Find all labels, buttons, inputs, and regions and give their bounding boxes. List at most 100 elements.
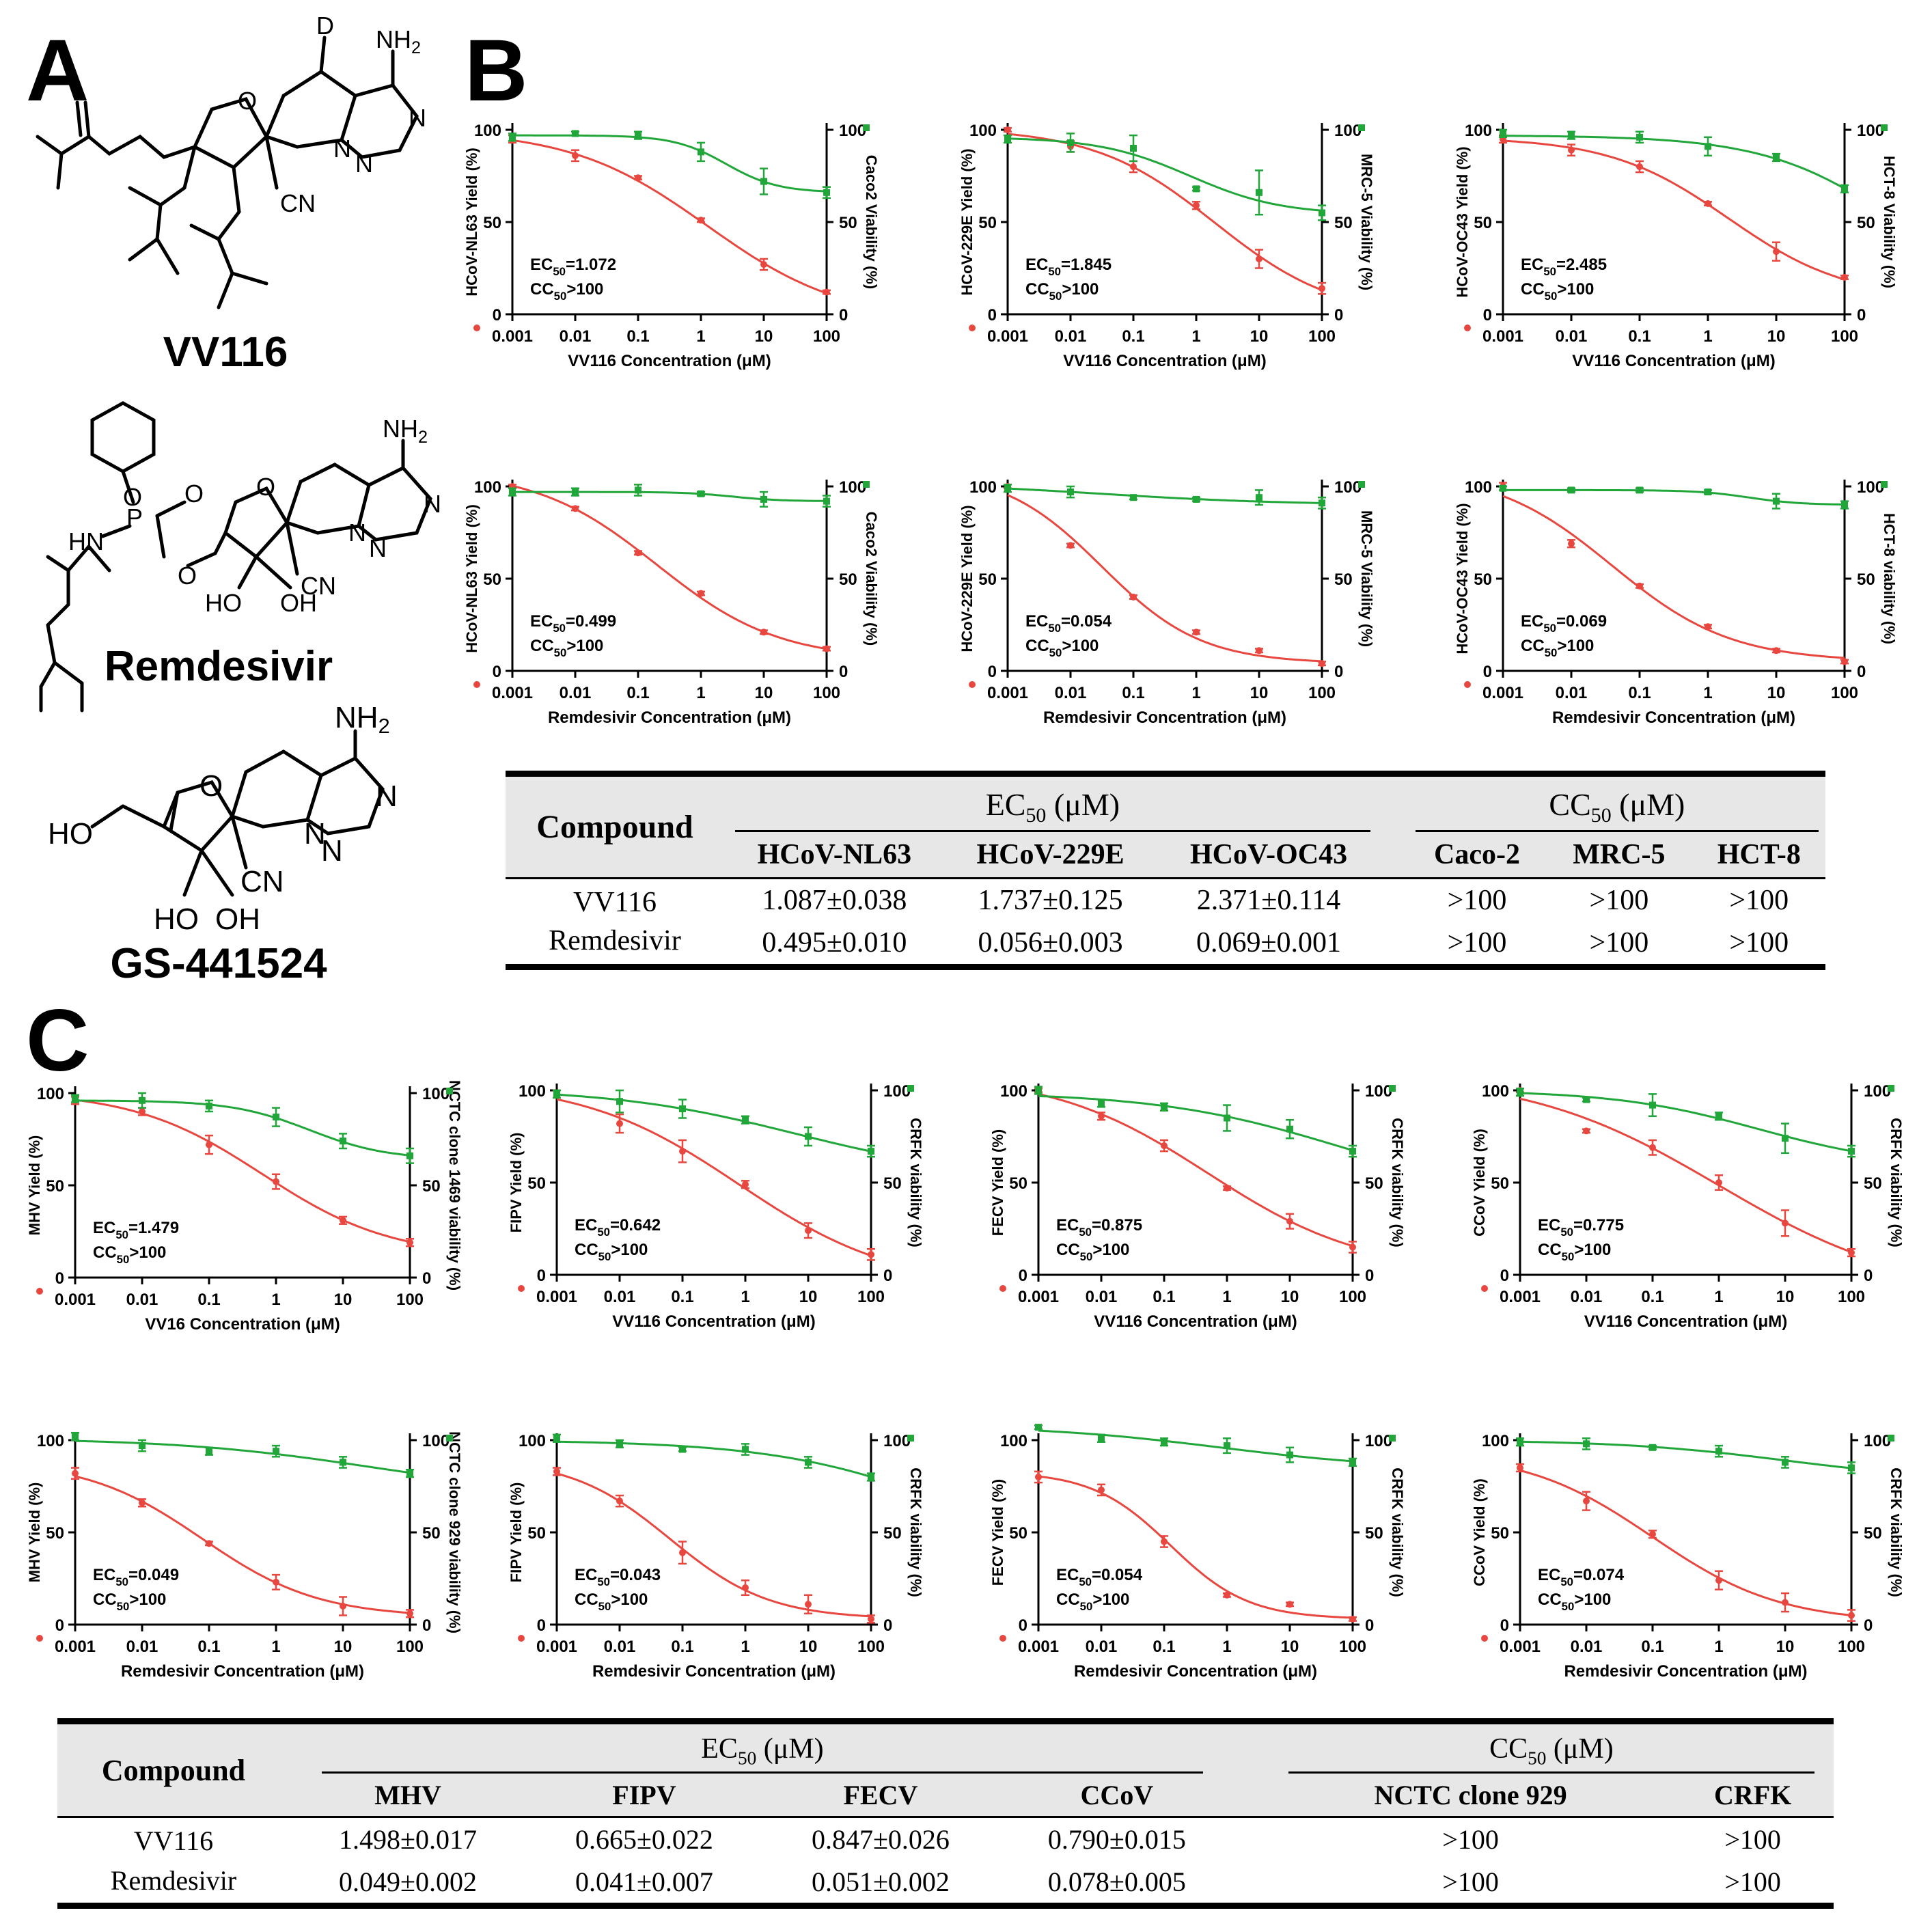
y-axis-title: HCoV-NL63 Yield (%) (463, 504, 480, 653)
yield-point (1256, 647, 1262, 654)
viability-point (1067, 488, 1074, 496)
y-tick-label: 0 (988, 663, 997, 681)
yield-point (1035, 1474, 1042, 1480)
ec50-annotation: EC50=0.775 (1538, 1216, 1624, 1239)
viability-point (1782, 1135, 1789, 1142)
y-tick-label: 100 (969, 122, 997, 140)
table-row: Remdesivir 0.049±0.002 0.041±0.007 0.051±0… (57, 1860, 1834, 1906)
x-axis-title: Remdesivir Concentration (μM) (548, 708, 791, 727)
viability-point (760, 178, 767, 185)
x-tick-label: 0.001 (987, 684, 1028, 702)
x-tick-label: 0.01 (126, 1638, 158, 1656)
legend-yield-marker (1481, 1635, 1488, 1642)
x-tick-label: 0.1 (1153, 1288, 1175, 1306)
y-tick-label: 100 (1000, 1082, 1027, 1101)
yield-point (635, 174, 641, 182)
y2-tick-label: 0 (883, 1616, 892, 1635)
remdesivir-structure: P O O O HN O NH2 CN HO OH N N N (39, 401, 441, 713)
y-tick-label: 100 (969, 478, 997, 497)
viability-point (1517, 1088, 1523, 1096)
y2-tick-label: 50 (1857, 570, 1875, 589)
y-tick-label: 100 (1482, 1082, 1509, 1101)
y2-tick-label: 50 (1334, 570, 1353, 589)
yield-point (553, 1467, 560, 1475)
y-tick-label: 100 (474, 478, 501, 497)
viability-point (1568, 132, 1575, 139)
panel-label-b: B (465, 22, 528, 120)
table-b-col-nl63: HCoV-NL63 (757, 839, 912, 871)
x-tick-label: 1 (696, 684, 705, 702)
y2-tick-label: 100 (422, 1085, 450, 1103)
viability-point (1224, 1442, 1230, 1450)
viability-fit-curve (1503, 488, 1845, 506)
yield-point (572, 152, 579, 159)
table-c-col-ccov: CCoV (1080, 1779, 1154, 1810)
viability-point (340, 1459, 346, 1466)
y-axis-title: CCoV Yield (%) (1471, 1129, 1488, 1237)
legend-yield-marker (1481, 1285, 1488, 1292)
yield-point (1130, 163, 1137, 170)
table-b-ec-group: EC50 (μM) (724, 774, 1381, 833)
cc50-annotation: CC50>100 (575, 1590, 648, 1613)
table-b-col-229e: HCoV-229E (976, 839, 1124, 871)
viability-point (206, 1448, 212, 1455)
legend-viability-marker (863, 124, 870, 131)
yield-point (1161, 1142, 1168, 1149)
yield-point (1286, 1217, 1293, 1225)
y2-tick-label: 100 (883, 1082, 911, 1101)
x-tick-label: 1 (1191, 684, 1200, 702)
ec50-annotation: EC50=0.642 (575, 1216, 661, 1239)
legend-viability-marker (907, 1085, 914, 1092)
viability-point (698, 490, 704, 497)
viability-point (72, 1095, 79, 1103)
y-axis-title: FIPV Yield (%) (508, 1133, 525, 1233)
viability-point (572, 130, 579, 137)
x-tick-label: 10 (1767, 684, 1786, 702)
viability-point (206, 1102, 212, 1109)
ec50-annotation: EC50=0.043 (575, 1566, 661, 1588)
viability-point (1782, 1459, 1789, 1466)
viability-fit-curve (556, 1093, 872, 1153)
y2-axis-title: Caco2 Viability (%) (863, 155, 880, 289)
remdesivir-name: Remdesivir (104, 643, 333, 690)
x-tick-label: 1 (1222, 1288, 1231, 1306)
y2-tick-label: 0 (1334, 306, 1343, 325)
x-tick-label: 0.01 (1571, 1638, 1603, 1656)
legend-viability-marker (1881, 481, 1888, 488)
viability-point (1286, 1125, 1293, 1133)
x-tick-label: 100 (1838, 1288, 1865, 1306)
yield-point (1193, 202, 1200, 209)
y-tick-label: 50 (527, 1174, 546, 1193)
y2-tick-label: 100 (422, 1432, 450, 1450)
y2-tick-label: 50 (1365, 1174, 1383, 1193)
y2-tick-label: 0 (1864, 1616, 1873, 1635)
y-tick-label: 100 (37, 1085, 64, 1103)
atom-n: N (376, 780, 398, 813)
legend-yield-marker (1464, 325, 1471, 331)
y2-axis-title: Caco2 Viability (%) (863, 512, 880, 646)
y-tick-label: 0 (1500, 1267, 1509, 1285)
viability-point (72, 1433, 79, 1440)
viability-point (616, 1098, 623, 1105)
viability-point (742, 1446, 749, 1453)
y-tick-label: 50 (978, 214, 997, 232)
yield-point (273, 1578, 279, 1586)
cc50-annotation: CC50>100 (93, 1590, 166, 1613)
table-row: VV116 1.498±0.017 0.665±0.022 0.847±0.026 0… (133, 1823, 1781, 1856)
yield-point (635, 549, 641, 557)
x-tick-label: 0.1 (1628, 684, 1651, 702)
x-axis-title: Remdesivir Concentration (μM) (1043, 708, 1286, 727)
chart-c-rdv-ccov: 0.001 0.01 0.1 1 10 100 0 50 100 0 50 100 Remdesivir… (1471, 1432, 1905, 1681)
x-tick-label: 0.001 (1482, 327, 1523, 346)
chart-c-vv116-ccov: 0.001 0.01 0.1 1 10 100 0 50 100 0 50 100 VV116 Conc… (1471, 1082, 1905, 1331)
table-c-col-crfk: CRFK (1713, 1779, 1792, 1810)
group-header-text: CC50 (μM) (1489, 1733, 1614, 1769)
x-tick-label: 0.01 (1086, 1638, 1118, 1656)
y-tick-label: 50 (1491, 1174, 1509, 1193)
atom-hn: HN (68, 527, 104, 555)
atom-o: O (238, 87, 257, 115)
chart-b-rdv-nl63: 0.001 0.01 0.1 1 10 100 0 50 100 0 50 100 Remdesivir… (463, 478, 880, 727)
viability-point (1517, 1438, 1523, 1446)
yield-point (572, 505, 579, 512)
x-tick-label: 0.1 (197, 1638, 220, 1656)
